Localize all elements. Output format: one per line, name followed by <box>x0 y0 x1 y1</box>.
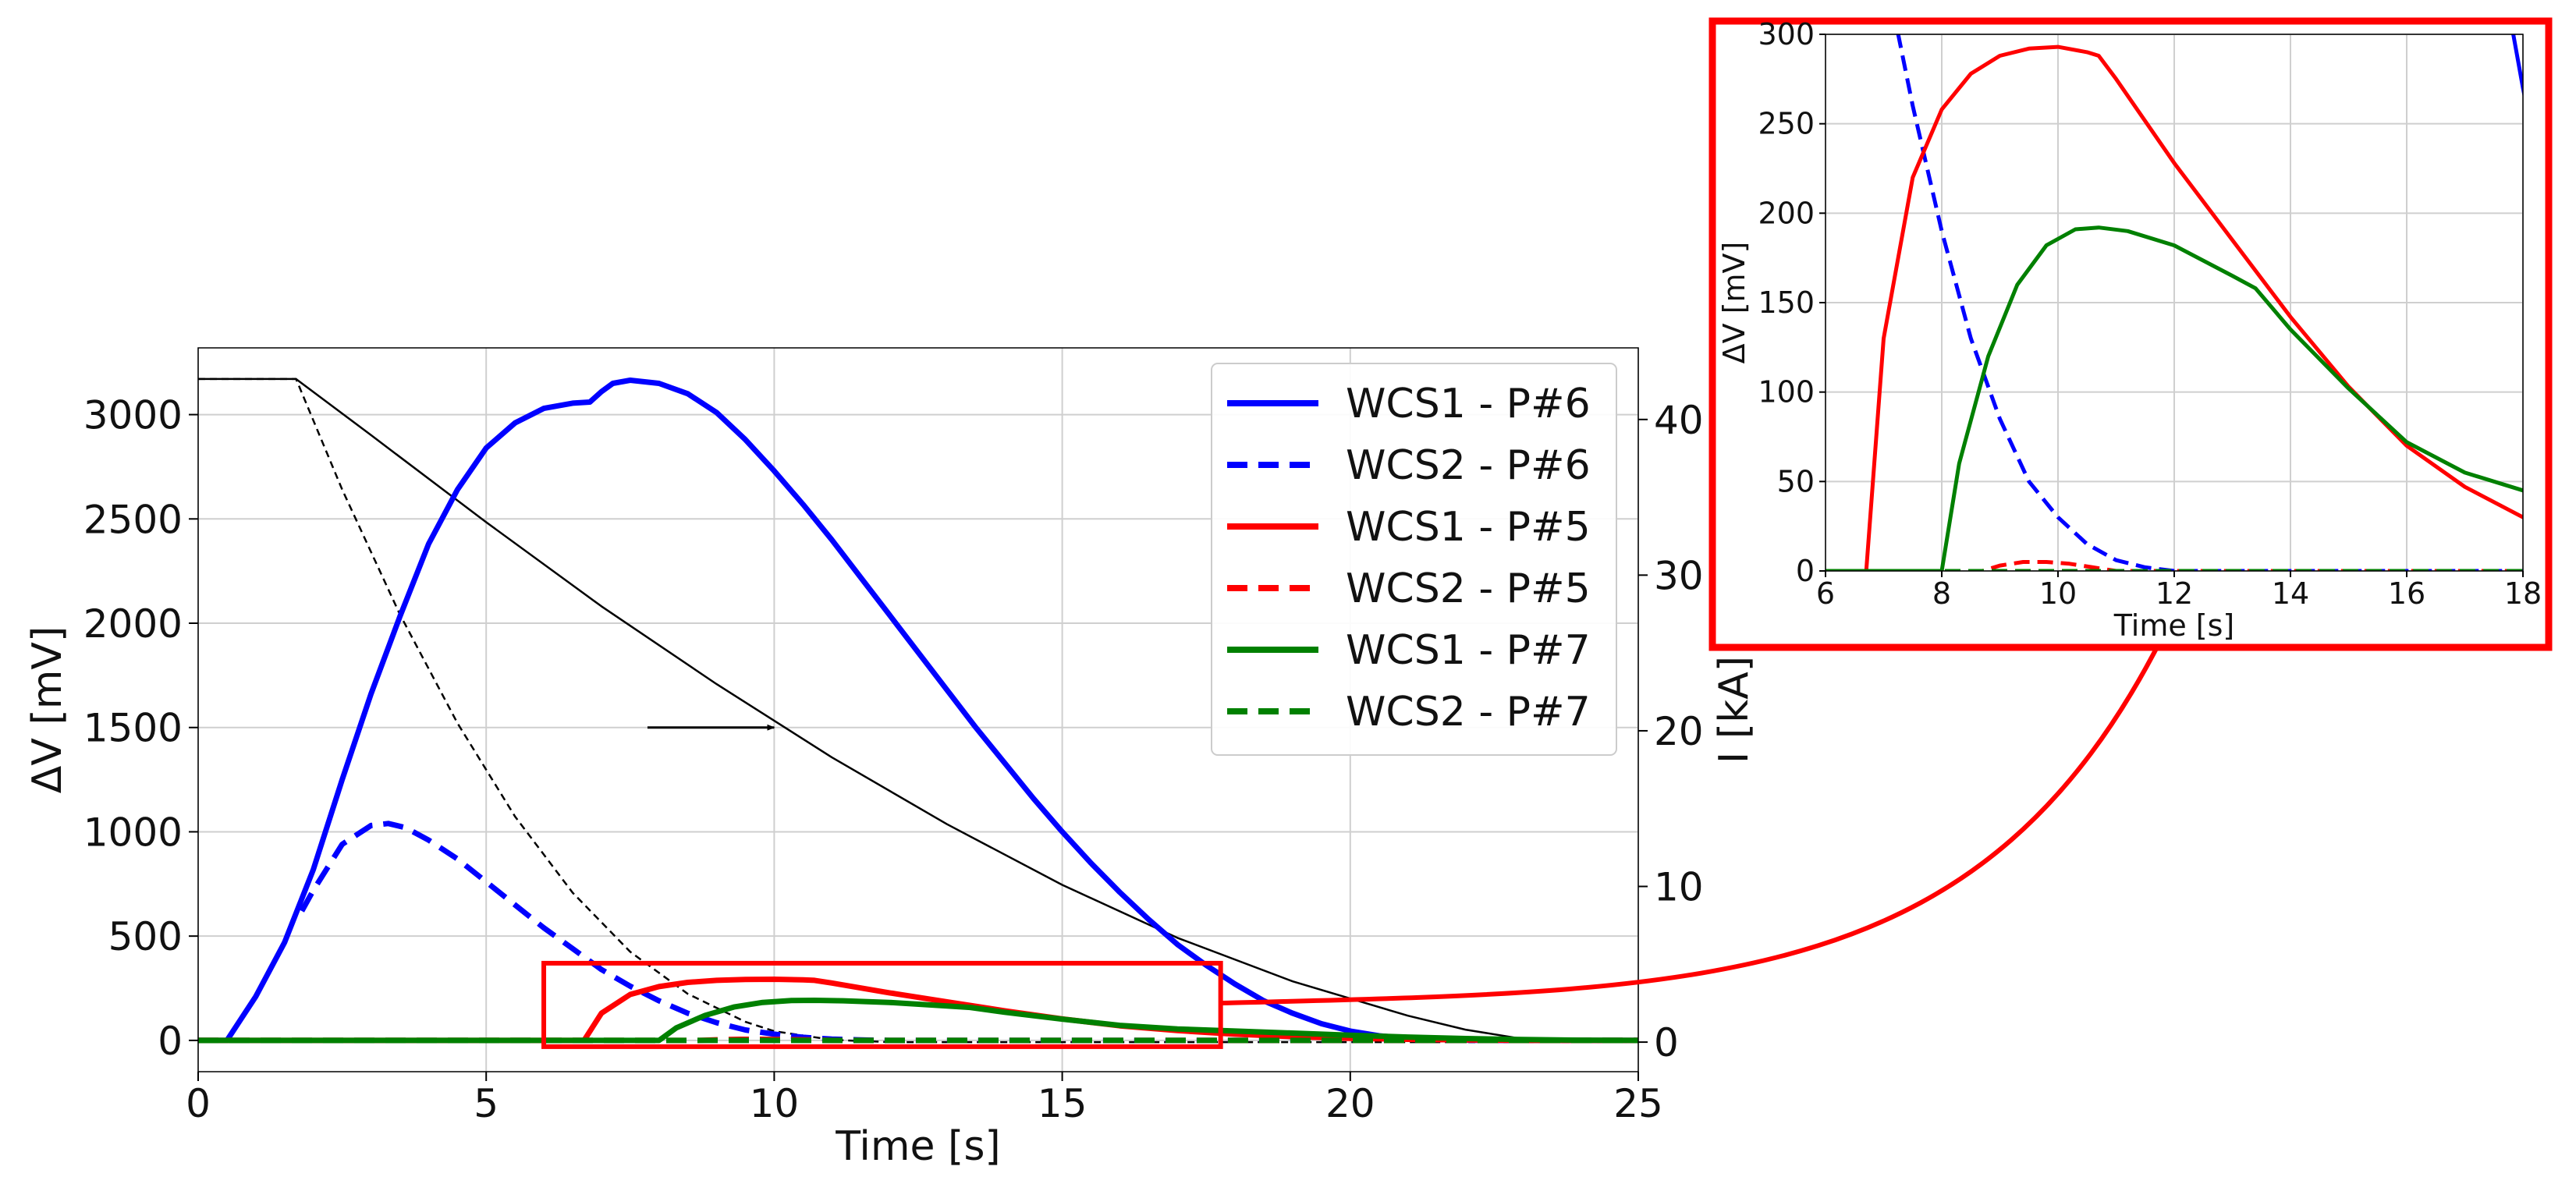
inset-chart: 6 8 10 12 14 16 18 0 50 100 150 200 250 300 Time [s]… <box>1708 17 2553 651</box>
main-chart: 0 5 10 15 20 25 0 500 1000 1500 2000 2500 3000 0 10 2… <box>24 347 1758 1170</box>
legend-item-wcs1-p-5: WCS1 - P#5 <box>1227 504 1591 551</box>
legend-label: WCS2 - P#7 <box>1346 689 1591 736</box>
main-x-tick-label: 20 <box>1325 1081 1375 1126</box>
inset-y-tick-label: 50 <box>1777 464 1815 498</box>
inset-x-tick-label: 6 <box>1816 576 1835 611</box>
series-line-current-solid <box>198 378 1638 1044</box>
legend: WCS1 - P#6 WCS2 - P#6 WCS1 - P#5 WCS2 - P#5… <box>1211 363 1617 756</box>
legend-item-wcs2-p-5: WCS2 - P#5 <box>1227 565 1591 612</box>
main-y2-tick-label: 20 <box>1654 709 1704 754</box>
inset-x-tick-label: 18 <box>2504 576 2542 611</box>
inset-y-tick-label: 100 <box>1758 375 1815 409</box>
inset-x-tick-label: 16 <box>2388 576 2425 611</box>
series-line-wcs1-p-7 <box>198 998 1638 1044</box>
inset-series-group <box>1826 34 2523 571</box>
inset-x-tick-label: 14 <box>2272 576 2309 611</box>
main-x-ticks: 0 5 10 15 20 25 <box>186 1072 1663 1126</box>
main-y2-tick-label: 0 <box>1654 1020 1679 1065</box>
inset-x-tick-label: 12 <box>2156 576 2193 611</box>
main-y-tick-label: 1500 <box>83 706 183 751</box>
inset-y-tick-label: 200 <box>1758 196 1815 230</box>
series-line-current-dashed <box>198 378 1638 1044</box>
legend-item-wcs1-p-6: WCS1 - P#6 <box>1227 381 1591 427</box>
inset-y-tick-label: 0 <box>1796 554 1815 588</box>
main-x-tick-label: 25 <box>1613 1081 1663 1126</box>
series-line-wcs1-p-6 <box>198 378 1638 1044</box>
main-y2-tick-label: 40 <box>1654 398 1704 443</box>
legend-label: WCS1 - P#7 <box>1346 627 1591 674</box>
zoom-connector-line <box>1222 638 2163 1005</box>
main-plot-frame <box>197 347 1639 1072</box>
main-y-tick-label: 2500 <box>83 497 183 542</box>
inset-series-line-wcs2-p-6 <box>1896 34 2523 571</box>
inset-border <box>1708 17 2553 651</box>
main-y2-tick-label: 30 <box>1654 553 1704 598</box>
main-y2-axis-label: I [kA] <box>1711 656 1758 764</box>
inset-series-line-wcs1-p-7 <box>1826 225 2523 571</box>
main-x-tick-label: 15 <box>1038 1081 1088 1126</box>
legend-item-wcs1-p-7: WCS1 - P#7 <box>1227 627 1591 674</box>
main-y2-ticks: 0 10 20 30 40 <box>1638 398 1704 1065</box>
main-y-tick-label: 2000 <box>83 601 183 647</box>
legend-item-wcs2-p-7: WCS2 - P#7 <box>1227 689 1591 736</box>
inset-y-ticks: 0 50 100 150 200 250 300 <box>1758 17 1826 588</box>
inset-y-tick-label: 300 <box>1758 17 1815 51</box>
inset-series-line-wcs2-p-5 <box>1826 560 2523 571</box>
inset-series-line-wcs1-p-5 <box>1826 44 2523 571</box>
inset-y-tick-label: 250 <box>1758 107 1815 141</box>
inset-x-ticks: 6 8 10 12 14 16 18 <box>1816 571 2542 611</box>
inset-y-axis-label: ΔV [mV] <box>1717 242 1751 364</box>
zoom-region-box <box>541 960 1223 1049</box>
inset-x-tick-label: 8 <box>1932 576 1951 611</box>
main-y2-tick-label: 10 <box>1654 865 1704 910</box>
main-y-axis-label: ΔV [mV] <box>24 626 71 793</box>
legend-item-wcs2-p-6: WCS2 - P#6 <box>1227 442 1591 489</box>
main-x-tick-label: 5 <box>474 1081 499 1126</box>
legend-label: WCS1 - P#5 <box>1346 504 1591 551</box>
main-y-ticks: 0 500 1000 1500 2000 2500 3000 <box>83 393 198 1064</box>
main-y-tick-label: 0 <box>158 1019 183 1064</box>
main-x-tick-label: 10 <box>750 1081 800 1126</box>
inset-y-tick-label: 150 <box>1758 285 1815 320</box>
main-series-group <box>198 378 1638 1044</box>
legend-label: WCS1 - P#6 <box>1346 381 1591 427</box>
inset-x-axis-label: Time [s] <box>2113 608 2235 643</box>
main-x-axis-label: Time [s] <box>835 1123 1000 1170</box>
series-line-wcs1-p-5 <box>198 977 1638 1044</box>
main-y-tick-label: 500 <box>108 914 183 959</box>
main-x-tick-label: 0 <box>186 1081 211 1126</box>
inset-x-tick-label: 10 <box>2039 576 2077 611</box>
main-y-tick-label: 1000 <box>83 810 183 855</box>
main-y-tick-label: 3000 <box>83 393 183 438</box>
legend-box <box>1211 363 1617 756</box>
legend-label: WCS2 - P#6 <box>1346 442 1591 489</box>
legend-label: WCS2 - P#5 <box>1346 565 1591 612</box>
